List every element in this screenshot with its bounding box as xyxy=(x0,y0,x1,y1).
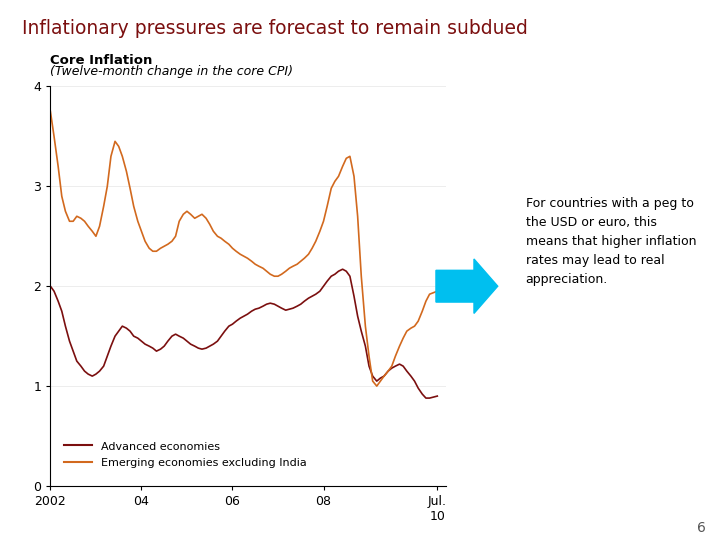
FancyArrow shape xyxy=(436,259,498,313)
Text: Inflationary pressures are forecast to remain subdued: Inflationary pressures are forecast to r… xyxy=(22,19,528,38)
Text: 6: 6 xyxy=(697,521,706,535)
Legend: Advanced economies, Emerging economies excluding India: Advanced economies, Emerging economies e… xyxy=(60,436,311,472)
Text: (Twelve-month change in the core CPI): (Twelve-month change in the core CPI) xyxy=(50,65,294,78)
Text: Core Inflation: Core Inflation xyxy=(50,55,153,68)
Text: For countries with a peg to
the USD or euro, this
means that higher inflation
ra: For countries with a peg to the USD or e… xyxy=(526,197,696,286)
